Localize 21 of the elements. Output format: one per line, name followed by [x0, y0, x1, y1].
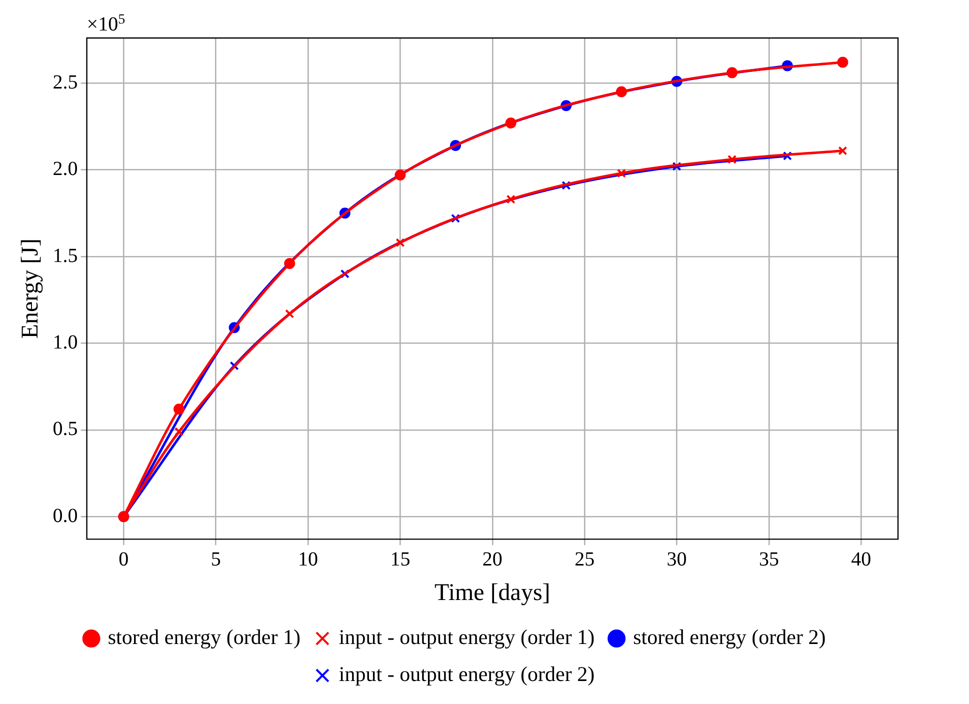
- y-tick-label: 2.5: [52, 71, 78, 94]
- y-axis-title: Energy [J]: [18, 238, 44, 339]
- x-tick-label: 0: [118, 548, 129, 570]
- y-tick-label: 2.0: [52, 158, 78, 180]
- x-tick-label: 40: [851, 548, 872, 570]
- y-tick-label: 0.0: [52, 504, 78, 527]
- x-tick-label: 10: [298, 548, 318, 570]
- legend-label: stored energy (order 2): [633, 625, 826, 650]
- y-tick-label: 0.5: [52, 418, 78, 440]
- y-tick-label: 1.0: [52, 331, 78, 354]
- x-axis-title: Time [days]: [434, 580, 550, 606]
- x-tick-label: 15: [390, 548, 410, 570]
- legend-label: input - output energy (order 1): [338, 625, 595, 650]
- x-tick-label: 25: [574, 548, 595, 570]
- legend-label: input - output energy (order 2): [338, 662, 595, 686]
- x-tick-label: 35: [758, 548, 779, 570]
- x-tick-label: 5: [210, 548, 221, 570]
- x-tick-label: 20: [482, 548, 502, 570]
- y-tick-label: 1.5: [52, 244, 78, 267]
- legend-label: stored energy (order 1): [108, 625, 300, 650]
- x-tick-label: 30: [666, 548, 687, 570]
